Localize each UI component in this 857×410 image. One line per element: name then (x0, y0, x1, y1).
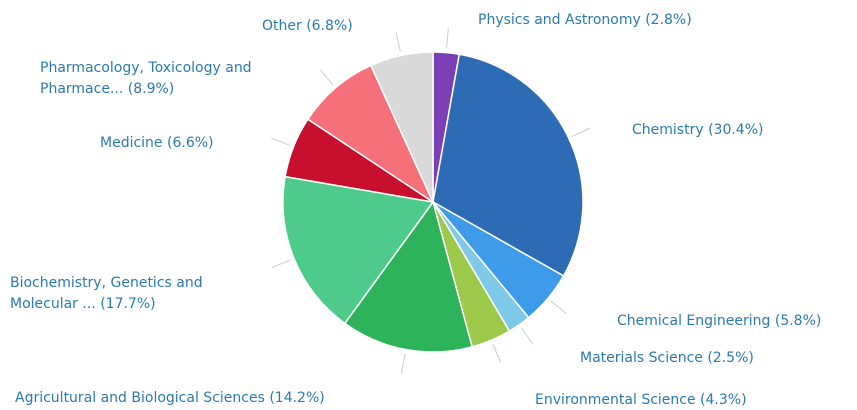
value-label: (14.2%) (269, 390, 325, 406)
value-label: (8.9%) (127, 81, 175, 97)
leader-line (400, 353, 406, 374)
slice-label: Chemistry (30.4%) (632, 120, 763, 141)
slice-label: Biochemistry, Genetics and Molecular ...… (10, 273, 240, 315)
category-name: Environmental Science (535, 392, 696, 408)
value-label: (17.7%) (100, 296, 156, 312)
leader-line (550, 300, 567, 315)
category-name: Pharmacology, Toxicology and Pharmace... (40, 60, 252, 97)
slice-label: Agricultural and Biological Sciences (14… (15, 388, 325, 409)
category-name: Physics and Astronomy (478, 12, 641, 28)
value-label: (6.8%) (306, 18, 353, 34)
slice-label: Pharmacology, Toxicology and Pharmace...… (40, 58, 295, 100)
leader-line (395, 31, 401, 52)
value-label: (30.4%) (708, 122, 764, 138)
slice-label: Environmental Science (4.3%) (535, 390, 747, 410)
category-name: Chemical Engineering (617, 313, 771, 329)
slice-label: Medicine (6.6%) (100, 133, 214, 154)
category-name: Other (262, 18, 302, 34)
slice-label: Materials Science (2.5%) (580, 348, 754, 369)
pie-slice (369, 51, 434, 203)
pie-slice (282, 175, 435, 325)
category-name: Biochemistry, Genetics and Molecular ... (10, 275, 203, 312)
value-label: (5.8%) (774, 313, 822, 329)
value-label: (6.6%) (167, 135, 214, 151)
category-name: Materials Science (580, 350, 703, 366)
category-name: Chemistry (632, 122, 704, 138)
leader-line (271, 259, 291, 269)
category-name: Medicine (100, 135, 163, 151)
leader-line (446, 28, 449, 49)
leader-line (271, 137, 290, 146)
leader-line (572, 127, 591, 137)
value-label: (2.8%) (645, 12, 692, 28)
pie-slice (343, 200, 474, 353)
value-label: (2.5%) (707, 350, 754, 366)
slice-label: Physics and Astronomy (2.8%) (478, 10, 692, 31)
pie-slice (306, 64, 435, 205)
slice-label: Other (6.8%) (262, 16, 353, 37)
category-name: Agricultural and Biological Sciences (15, 390, 265, 406)
value-label: (4.3%) (700, 392, 747, 408)
leader-line (521, 327, 534, 345)
pie-slice (432, 53, 584, 277)
leader-line (319, 69, 334, 86)
leader-line (492, 343, 502, 363)
slice-label: Chemical Engineering (5.8%) (617, 311, 821, 332)
